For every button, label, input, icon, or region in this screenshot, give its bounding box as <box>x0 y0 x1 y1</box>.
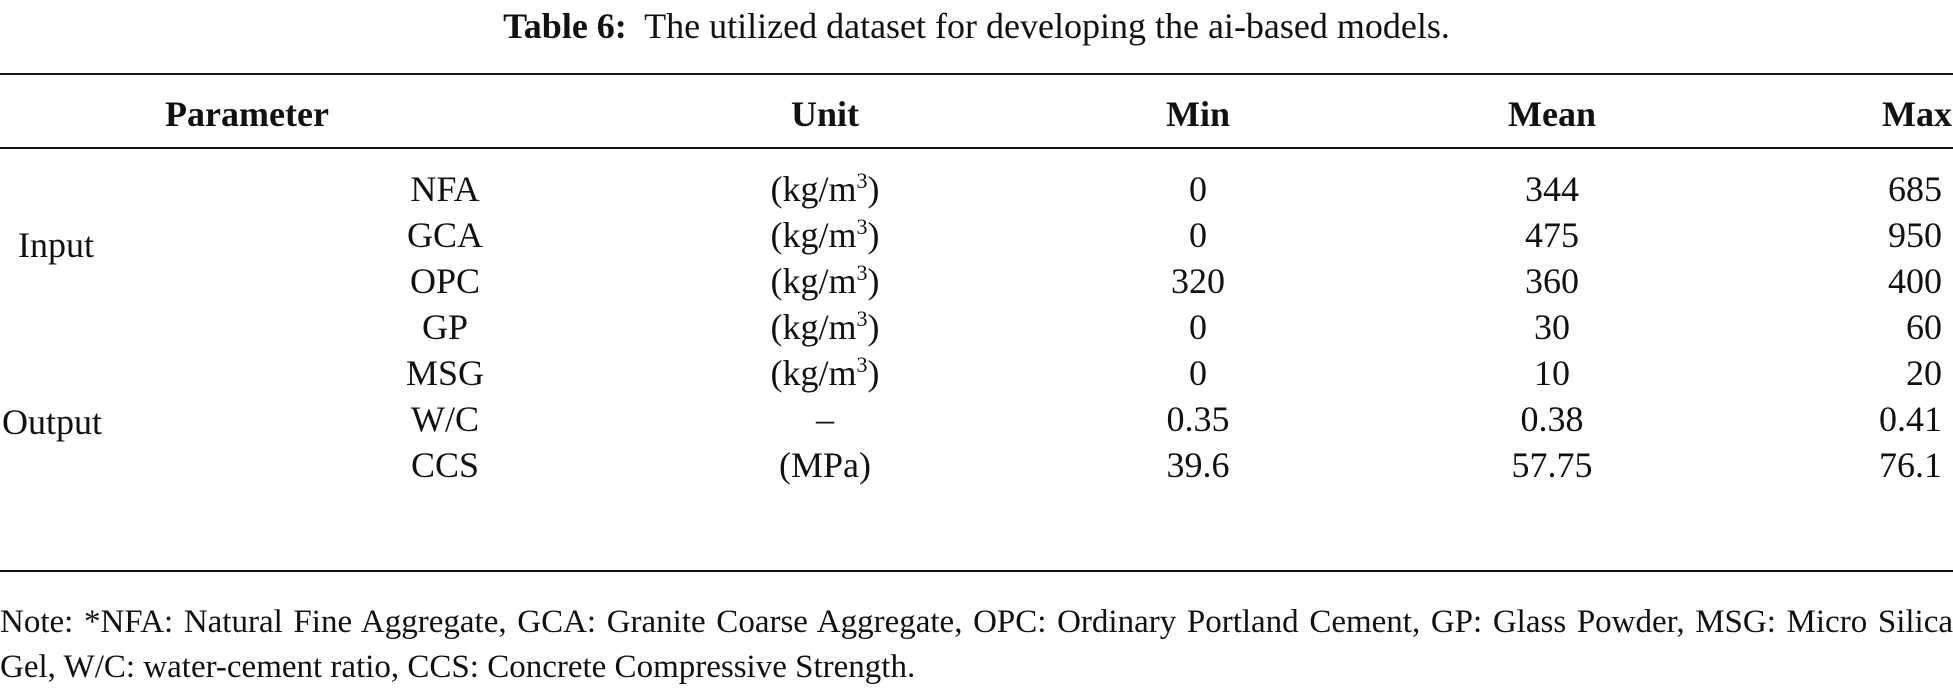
mean-cell: 360 <box>1525 261 1579 301</box>
header-mean: Mean <box>1508 94 1596 134</box>
unit-cell: (kg/m3) <box>771 259 880 303</box>
parameter-cell: GP <box>421 307 469 347</box>
header-unit: Unit <box>790 94 860 134</box>
unit-cell: (kg/m3) <box>771 305 880 349</box>
table-note: Note: *NFA: Natural Fine Aggregate, GCA:… <box>0 604 1953 685</box>
parameter-cell: GCA <box>406 215 484 255</box>
max-cell: 76.1 <box>1879 445 1942 485</box>
unit-exponent: 3 <box>856 168 868 193</box>
unit-base: (kg/m <box>770 215 857 255</box>
mean-cell: 57.75 <box>1511 445 1593 485</box>
unit-cell: (kg/m3) <box>771 213 880 257</box>
unit-close: ) <box>867 353 880 393</box>
min-cell: 0.35 <box>1166 399 1230 439</box>
unit-base: (kg/m <box>770 353 857 393</box>
unit-base: – <box>816 399 834 439</box>
max-cell: 60 <box>1906 307 1942 347</box>
unit-cell: (kg/m3) <box>771 351 880 395</box>
max-cell: 0.41 <box>1879 399 1942 439</box>
top-rule <box>0 73 1953 75</box>
unit-base: (kg/m <box>770 261 857 301</box>
caption-label: Table 6: <box>503 6 627 46</box>
unit-exponent: 3 <box>856 306 868 331</box>
min-cell: 0 <box>1189 215 1207 255</box>
header-parameter: Parameter <box>165 94 329 134</box>
header-max: Max <box>1882 94 1952 134</box>
max-cell: 400 <box>1888 261 1942 301</box>
group-label-output: Output <box>2 402 103 442</box>
unit-exponent: 3 <box>856 260 868 285</box>
min-cell: 39.6 <box>1166 445 1230 485</box>
group-label-input: Input <box>18 225 94 265</box>
unit-exponent: 3 <box>856 214 868 239</box>
unit-close: ) <box>867 261 880 301</box>
min-cell: 320 <box>1171 261 1225 301</box>
unit-base: (MPa) <box>779 445 871 485</box>
parameter-cell: MSG <box>405 353 485 393</box>
mean-cell: 30 <box>1534 307 1570 347</box>
mean-cell: 475 <box>1525 215 1579 255</box>
min-cell: 0 <box>1189 307 1207 347</box>
min-cell: 0 <box>1189 353 1207 393</box>
parameter-cell: W/C <box>411 399 479 439</box>
parameter-cell: OPC <box>409 261 481 301</box>
mean-cell: 344 <box>1525 169 1579 209</box>
parameter-cell: NFA <box>410 169 480 209</box>
unit-base: (kg/m <box>770 307 857 347</box>
unit-close: ) <box>867 307 880 347</box>
unit-exponent: 3 <box>856 352 868 377</box>
unit-base: (kg/m <box>770 169 857 209</box>
max-cell: 20 <box>1906 353 1942 393</box>
bottom-rule <box>0 570 1953 572</box>
unit-cell: – <box>816 397 834 441</box>
table-caption: Table 6: The utilized dataset for develo… <box>0 4 1953 48</box>
unit-cell: (kg/m3) <box>771 167 880 211</box>
header-min: Min <box>1165 94 1231 134</box>
max-cell: 950 <box>1888 215 1942 255</box>
unit-close: ) <box>867 215 880 255</box>
max-cell: 685 <box>1888 169 1942 209</box>
caption-text: The utilized dataset for developing the … <box>644 6 1450 46</box>
min-cell: 0 <box>1189 169 1207 209</box>
unit-cell: (MPa) <box>779 443 871 487</box>
header-rule <box>0 147 1953 149</box>
mean-cell: 10 <box>1534 353 1570 393</box>
unit-close: ) <box>867 169 880 209</box>
mean-cell: 0.38 <box>1520 399 1584 439</box>
parameter-cell: CCS <box>410 445 480 485</box>
